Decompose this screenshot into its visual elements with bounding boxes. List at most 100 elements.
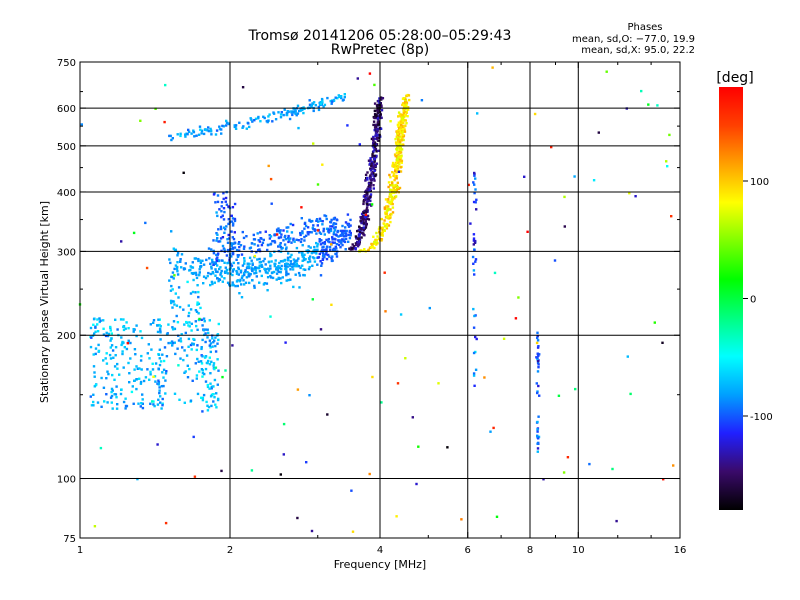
data-point	[277, 236, 281, 239]
data-point	[325, 227, 329, 230]
data-point	[200, 396, 203, 399]
data-point	[290, 241, 293, 244]
data-point	[389, 193, 393, 196]
data-point	[369, 181, 372, 185]
data-point	[473, 384, 476, 387]
data-point	[401, 115, 405, 118]
data-point	[214, 274, 217, 277]
data-point	[239, 271, 243, 274]
data-point	[472, 262, 475, 265]
data-point	[283, 236, 286, 239]
data-point	[363, 215, 367, 218]
data-point	[397, 187, 400, 191]
data-point	[218, 125, 221, 128]
data-point	[115, 396, 118, 399]
data-point	[563, 195, 566, 199]
data-point	[397, 160, 400, 163]
data-point	[170, 138, 173, 142]
data-point	[374, 163, 377, 167]
data-point	[94, 347, 98, 350]
data-point	[280, 268, 283, 271]
data-point	[176, 347, 179, 350]
data-point	[230, 214, 233, 217]
data-point	[221, 244, 225, 248]
data-point	[275, 233, 279, 236]
x-tick-label: 4	[377, 545, 383, 556]
data-point	[201, 371, 205, 375]
data-point	[152, 400, 155, 403]
data-point	[216, 237, 219, 240]
data-point	[206, 274, 209, 278]
data-point	[275, 272, 279, 275]
data-point	[207, 126, 210, 129]
data-point	[373, 179, 376, 182]
data-point	[473, 314, 476, 318]
data-point	[343, 238, 346, 241]
data-point	[231, 281, 234, 284]
data-point	[390, 199, 393, 202]
data-point	[287, 258, 290, 262]
data-point	[301, 259, 304, 262]
data-point	[192, 130, 196, 134]
data-point	[312, 142, 315, 145]
data-point	[395, 142, 398, 145]
data-point	[384, 310, 387, 313]
data-point	[402, 143, 405, 147]
data-point	[201, 410, 204, 413]
data-point	[279, 245, 282, 249]
data-point	[226, 261, 229, 265]
data-point	[139, 405, 142, 408]
data-point	[401, 97, 405, 100]
data-point	[92, 323, 95, 326]
data-point	[287, 272, 290, 276]
data-point	[472, 181, 475, 184]
data-point	[376, 111, 379, 115]
data-point	[114, 346, 118, 349]
data-point	[312, 251, 315, 254]
data-point	[237, 262, 240, 265]
data-point	[385, 213, 388, 216]
data-point	[376, 104, 379, 107]
data-point	[370, 172, 373, 175]
data-point	[191, 379, 194, 382]
data-point	[316, 229, 320, 232]
data-point	[172, 327, 176, 330]
data-point	[289, 255, 292, 259]
data-point	[400, 137, 404, 141]
data-point	[202, 317, 206, 320]
data-point	[634, 195, 637, 198]
data-point	[557, 394, 561, 397]
data-point	[417, 445, 420, 448]
data-point	[373, 116, 376, 120]
data-point	[279, 113, 283, 116]
data-point	[290, 253, 293, 257]
data-point	[210, 248, 213, 251]
data-point	[157, 382, 160, 385]
data-point	[282, 229, 285, 232]
data-point	[351, 247, 354, 250]
data-point	[111, 349, 115, 352]
data-point	[206, 404, 209, 407]
data-point	[224, 196, 228, 200]
data-point	[356, 243, 359, 247]
data-point	[333, 241, 336, 244]
data-point	[381, 231, 384, 235]
data-point	[269, 243, 272, 246]
data-point	[206, 328, 209, 331]
data-point	[304, 258, 307, 261]
data-point	[278, 229, 281, 233]
data-point	[208, 344, 211, 347]
data-point	[211, 270, 214, 274]
data-point	[174, 352, 177, 356]
data-point	[179, 357, 182, 360]
data-point	[392, 174, 395, 177]
data-point	[207, 331, 210, 335]
data-point	[371, 245, 375, 249]
data-point	[134, 353, 137, 356]
data-point	[224, 124, 228, 127]
data-point	[189, 292, 193, 295]
data-point	[536, 391, 539, 395]
data-point	[102, 386, 106, 389]
data-point	[405, 122, 408, 125]
data-point	[369, 195, 372, 198]
